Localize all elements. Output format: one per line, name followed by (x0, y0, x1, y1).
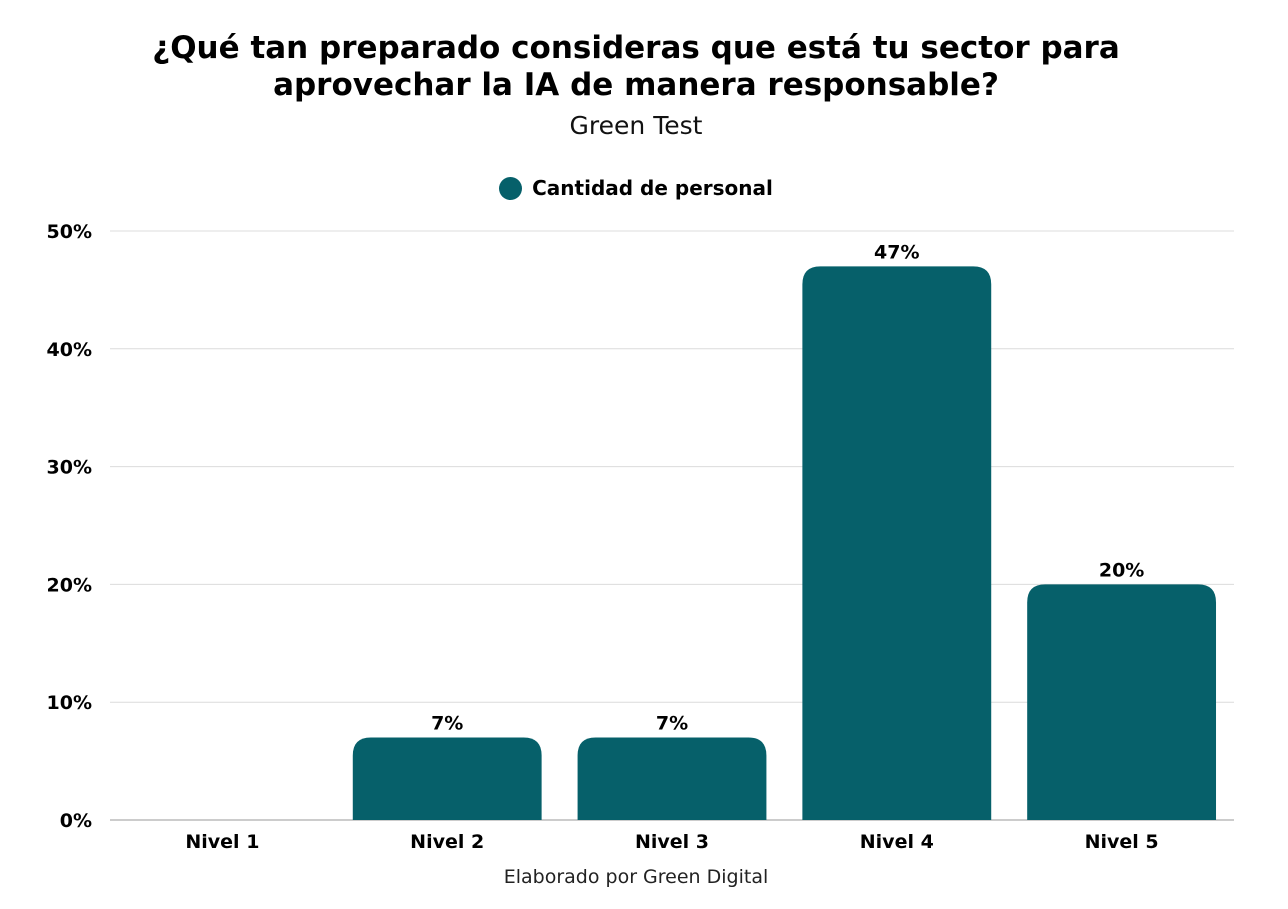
legend-swatch (499, 177, 523, 200)
chart-title-line1: ¿Qué tan preparado consideras que está t… (152, 30, 1120, 66)
x-tick-label: Nivel 1 (185, 831, 259, 853)
chart-title: ¿Qué tan preparado consideras que está t… (0, 30, 1272, 104)
bar (577, 737, 767, 820)
data-label: 7% (431, 713, 463, 735)
bar (802, 266, 992, 821)
footer-credit: Elaborado por Green Digital (503, 866, 769, 888)
chart-subtitle: Green Test (569, 111, 703, 140)
y-axis: 0% 10% 20% 30% 40% 50% (47, 221, 92, 832)
x-tick-label: Nivel 3 (635, 831, 709, 853)
data-label: 47% (874, 241, 919, 263)
x-tick-label: Nivel 4 (860, 831, 934, 853)
bar (352, 737, 542, 820)
legend: Cantidad de personal (0, 174, 1272, 202)
y-tick-label: 50% (47, 221, 92, 243)
y-tick-label: 20% (47, 574, 92, 596)
data-label: 20% (1099, 559, 1144, 581)
y-tick-label: 40% (47, 339, 92, 361)
x-axis: Nivel 1 Nivel 2 Nivel 3 Nivel 4 Nivel 5 (185, 831, 1158, 853)
data-labels: 7% 7% 47% 20% (431, 241, 1144, 734)
x-tick-label: Nivel 5 (1085, 831, 1159, 853)
y-tick-label: 30% (47, 457, 92, 479)
chart-title-line2: aprovechar la IA de manera responsable? (273, 67, 999, 103)
bars (352, 266, 1217, 821)
legend-label: Cantidad de personal (532, 176, 773, 200)
y-tick-label: 10% (47, 692, 92, 714)
x-tick-label: Nivel 2 (410, 831, 484, 853)
data-label: 7% (656, 713, 688, 735)
y-tick-label: 0% (60, 810, 92, 832)
bar (1027, 584, 1217, 820)
